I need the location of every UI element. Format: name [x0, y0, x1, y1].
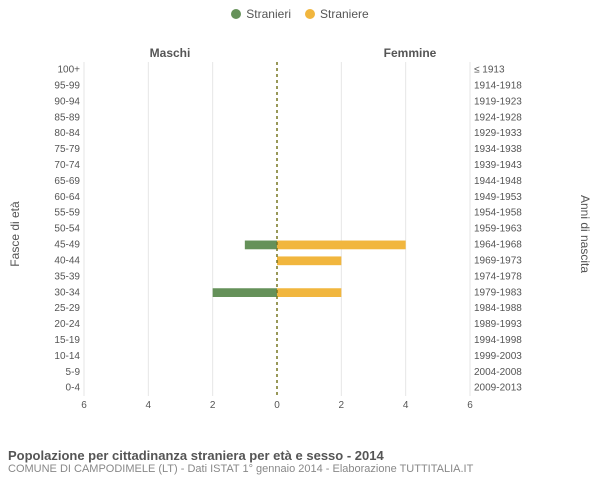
svg-text:65-69: 65-69 [54, 176, 80, 187]
svg-text:1924-1928: 1924-1928 [474, 112, 522, 123]
svg-text:35-39: 35-39 [54, 271, 80, 282]
svg-text:1989-1993: 1989-1993 [474, 319, 522, 330]
svg-text:55-59: 55-59 [54, 208, 80, 219]
svg-text:2: 2 [210, 400, 216, 411]
svg-text:2: 2 [339, 400, 345, 411]
svg-text:4: 4 [146, 400, 152, 411]
svg-text:95-99: 95-99 [54, 80, 80, 91]
svg-text:15-19: 15-19 [54, 335, 80, 346]
legend-swatch-male [231, 9, 241, 19]
chart-title: Popolazione per cittadinanza straniera p… [8, 448, 592, 463]
svg-text:45-49: 45-49 [54, 240, 80, 251]
svg-text:1974-1978: 1974-1978 [474, 271, 522, 282]
svg-text:80-84: 80-84 [54, 128, 80, 139]
svg-text:90-94: 90-94 [54, 96, 80, 107]
svg-text:6: 6 [467, 400, 473, 411]
header-femmine: Femmine [290, 46, 530, 60]
svg-text:1999-2003: 1999-2003 [474, 351, 522, 362]
legend-item-male: Stranieri [231, 4, 291, 24]
svg-text:1984-1988: 1984-1988 [474, 303, 522, 314]
svg-text:0-4: 0-4 [66, 383, 81, 394]
svg-text:1939-1943: 1939-1943 [474, 160, 522, 171]
legend-label-female: Straniere [320, 7, 369, 21]
y-axis-title-right: Anni di nascita [578, 195, 592, 273]
pyramid-svg: 100+ ≤ 1913 95-99 1914-1918 90-94 1919-1923 85… [50, 44, 530, 414]
svg-text:1929-1933: 1929-1933 [474, 128, 522, 139]
y-axis-title-left: Fasce di età [8, 201, 22, 266]
svg-text:85-89: 85-89 [54, 112, 80, 123]
svg-text:40-44: 40-44 [54, 255, 80, 266]
svg-text:60-64: 60-64 [54, 192, 80, 203]
svg-text:75-79: 75-79 [54, 144, 80, 155]
plot-area: Maschi Femmine 100+ ≤ 1913 95-99 1914-1918 9… [50, 44, 530, 414]
svg-text:1919-1923: 1919-1923 [474, 96, 522, 107]
chart-footer: Popolazione per cittadinanza straniera p… [0, 444, 600, 475]
svg-text:25-29: 25-29 [54, 303, 80, 314]
svg-text:20-24: 20-24 [54, 319, 80, 330]
svg-text:2004-2008: 2004-2008 [474, 367, 522, 378]
legend: Stranieri Straniere [0, 0, 600, 24]
svg-text:0: 0 [274, 400, 280, 411]
svg-text:6: 6 [81, 400, 87, 411]
svg-text:1934-1938: 1934-1938 [474, 144, 522, 155]
population-pyramid-chart: Fasce di età Anni di nascita Maschi Femm… [0, 24, 600, 444]
svg-text:2009-2013: 2009-2013 [474, 383, 522, 394]
svg-text:4: 4 [403, 400, 409, 411]
svg-text:1959-1963: 1959-1963 [474, 224, 522, 235]
svg-text:1914-1918: 1914-1918 [474, 80, 522, 91]
svg-text:1994-1998: 1994-1998 [474, 335, 522, 346]
svg-text:1954-1958: 1954-1958 [474, 208, 522, 219]
svg-text:30-34: 30-34 [54, 287, 80, 298]
header-maschi: Maschi [50, 46, 290, 60]
svg-text:1964-1968: 1964-1968 [474, 240, 522, 251]
svg-text:1969-1973: 1969-1973 [474, 255, 522, 266]
svg-text:10-14: 10-14 [54, 351, 80, 362]
svg-text:5-9: 5-9 [66, 367, 81, 378]
legend-label-male: Stranieri [246, 7, 291, 21]
chart-subtitle: COMUNE DI CAMPODIMELE (LT) - Dati ISTAT … [8, 463, 592, 475]
svg-text:70-74: 70-74 [54, 160, 80, 171]
legend-swatch-female [305, 9, 315, 19]
legend-item-female: Straniere [305, 4, 369, 24]
svg-text:1979-1983: 1979-1983 [474, 287, 522, 298]
svg-text:50-54: 50-54 [54, 224, 80, 235]
svg-text:1944-1948: 1944-1948 [474, 176, 522, 187]
svg-text:≤ 1913: ≤ 1913 [474, 65, 505, 76]
svg-text:1949-1953: 1949-1953 [474, 192, 522, 203]
svg-text:100+: 100+ [57, 65, 80, 76]
